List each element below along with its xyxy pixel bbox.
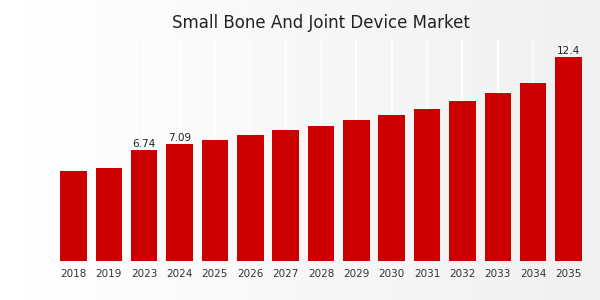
- Bar: [379, 115, 405, 261]
- Text: 6.74: 6.74: [133, 139, 156, 149]
- Bar: [237, 135, 263, 261]
- Bar: [414, 109, 440, 261]
- Title: Small Bone And Joint Device Market: Small Bone And Joint Device Market: [172, 14, 470, 32]
- Bar: [520, 83, 547, 261]
- Bar: [272, 130, 299, 261]
- Bar: [60, 171, 87, 261]
- Bar: [485, 93, 511, 261]
- Bar: [449, 101, 476, 261]
- Bar: [308, 126, 334, 261]
- Bar: [343, 120, 370, 261]
- Bar: [131, 150, 157, 261]
- Bar: [202, 140, 228, 261]
- Bar: [95, 168, 122, 261]
- Text: 12.4: 12.4: [557, 46, 580, 56]
- Bar: [166, 144, 193, 261]
- Text: 7.09: 7.09: [168, 133, 191, 143]
- Bar: [555, 57, 582, 261]
